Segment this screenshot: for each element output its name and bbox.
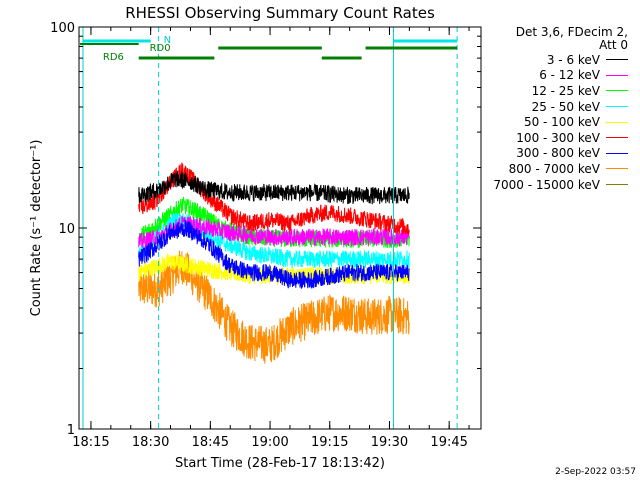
legend-label: 12 - 25 keV	[531, 83, 600, 98]
annotation-label-rd6: RD6	[103, 52, 124, 63]
y-tick-label: 100	[50, 21, 75, 36]
axis-layer: 18:15 18:30 18:45 19:00 19:15 19:30 19:45 1 10 10…	[50, 21, 481, 450]
timestamp: 2-Sep-2022 03:57	[555, 467, 636, 477]
annotation-label-rd0: RD0	[150, 43, 171, 54]
chart-title: RHESSI Observing Summary Count Rates	[125, 4, 435, 22]
legend-label: 300 - 800 keV	[516, 146, 600, 161]
annotation-label-n: N	[164, 35, 171, 46]
legend-item-100-300-kev: 100 - 300 keV	[470, 130, 638, 146]
series-300-800-kev	[138, 219, 410, 289]
legend-item-25-50-kev: 25 - 50 keV	[470, 99, 638, 115]
legend-label: 6 - 12 keV	[539, 68, 600, 83]
x-axis-label: Start Time (28-Feb-17 18:13:42)	[175, 456, 385, 471]
x-tick-label: 19:15	[311, 435, 348, 450]
legend-label: 7000 - 15000 keV	[493, 177, 600, 192]
legend: Det 3,6, FDecim 2, Att 0 3 - 6 keV 6 - 12…	[470, 26, 638, 192]
legend-header-1: Det 3,6, FDecim 2,	[515, 25, 628, 39]
series-6-12-kev	[138, 215, 410, 250]
series-100-300-kev	[138, 162, 410, 236]
legend-item-800-7000-kev: 800 - 7000 keV	[470, 161, 638, 177]
y-tick-label: 10	[58, 222, 75, 237]
legend-swatch	[606, 90, 628, 92]
legend-item-50-100-kev: 50 - 100 keV	[470, 114, 638, 130]
legend-item-6-12-kev: 6 - 12 keV	[470, 68, 638, 84]
legend-label: 800 - 7000 keV	[508, 161, 600, 176]
y-tick-label: 1	[67, 423, 75, 438]
series-3-6-kev	[138, 170, 410, 205]
legend-swatch	[606, 184, 628, 186]
y-axis-label: Count Rate (s⁻¹ detector⁻¹)	[29, 140, 44, 317]
legend-item-12-25-kev: 12 - 25 keV	[470, 83, 638, 99]
legend-item-300-800-kev: 300 - 800 keV	[470, 146, 638, 162]
legend-item-3-6-kev: 3 - 6 keV	[470, 52, 638, 68]
legend-swatch	[606, 106, 628, 108]
plot-frame	[78, 26, 482, 430]
legend-header-2: Att 0	[599, 38, 628, 52]
legend-swatch	[606, 121, 628, 123]
legend-label: 50 - 100 keV	[523, 115, 600, 130]
legend-swatch	[606, 74, 628, 76]
series-layer	[138, 162, 410, 364]
x-tick-label: 18:15	[72, 435, 109, 450]
legend-item-7000-15000-kev: 7000 - 15000 keV	[470, 177, 638, 193]
legend-label: 100 - 300 keV	[516, 130, 600, 145]
legend-swatch	[606, 137, 628, 139]
legend-label: 25 - 50 keV	[531, 99, 600, 114]
legend-swatch	[606, 59, 628, 61]
x-tick-label: 19:30	[371, 435, 408, 450]
x-tick-label: 19:00	[251, 435, 288, 450]
x-tick-label: 19:45	[430, 435, 467, 450]
legend-label: 3 - 6 keV	[546, 52, 600, 67]
legend-swatch	[606, 152, 628, 154]
legend-swatch	[606, 168, 628, 170]
x-tick-label: 18:30	[132, 435, 169, 450]
series-800-7000-kev	[138, 250, 410, 364]
x-tick-label: 18:45	[192, 435, 229, 450]
